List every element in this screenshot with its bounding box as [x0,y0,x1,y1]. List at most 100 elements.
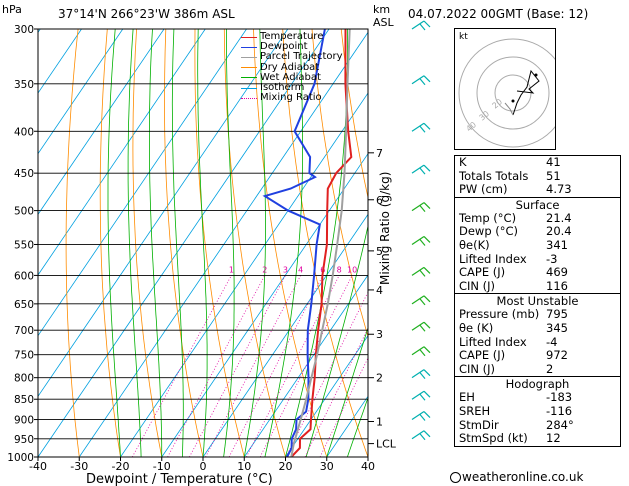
mixing-ratio-line [205,275,302,457]
legend-item: Dewpoint [241,41,343,52]
index-value: 4.73 [546,182,572,197]
hodograph-svg: kt 40 30 20 [458,32,568,148]
index-label: θe (K) [459,320,494,335]
wind-barb [411,295,431,306]
isotherm-line [38,29,165,216]
surface-section-title: Surface [455,196,620,212]
isotherm-line [78,31,368,457]
wind-barb [411,235,431,246]
legend-item: Mixing Ratio [241,92,343,104]
index-row: θe (K) 345 [455,320,620,336]
mixing-ratio-line [319,357,368,457]
mixing-ratio-line [246,275,340,457]
index-label: CIN (J) [459,278,496,293]
index-row: StmDir 284° [455,417,620,433]
y-tick-label: 450 [14,168,34,180]
hodo-ring-middle [476,56,550,130]
index-label: CIN (J) [459,361,496,376]
index-row: Pressure (mb) 795 [455,308,620,322]
index-value: 341 [546,237,568,252]
plot-area: 1 2 3 4 6 8 10 15 20 25 [38,29,368,457]
legend-swatch [241,87,257,89]
km-tick-label: 1 [376,416,383,429]
dry-adiabat-line [194,29,245,457]
index-row: CAPE (J) 972 [455,349,620,363]
hodograph-section-title: Hodograph [455,376,620,391]
index-value: -183 [546,390,573,405]
y-tick-label: 400 [14,126,34,138]
wet-adiabat-line [107,29,121,457]
y-tick-label: 950 [14,434,34,446]
index-value: 972 [546,348,568,363]
wind-barb [411,266,431,277]
y-tick-label: 550 [14,239,34,251]
legend-label: Isotherm [260,81,305,93]
mixing-ratio-line [228,275,324,457]
legend-item: Parcel Trajectory [241,52,343,62]
legend-label: Temperature [260,31,324,42]
x-tick-label: -30 [70,460,88,473]
datetime-label: 04.07.2022 00GMT (Base: 12) [408,7,589,21]
hodo-storm-motion [511,99,515,103]
index-value: 21.4 [546,210,572,225]
y-tick-label: 650 [14,299,34,311]
mixing-ratio-axis-title: Mixing Ratio (g/kg) [378,171,392,285]
wind-barb [411,20,431,31]
legend-label: Mixing Ratio [260,92,322,104]
wind-barb [411,321,431,332]
index-row: PW (cm) 4.73 [455,183,620,197]
y-tick-label: 900 [14,415,34,427]
index-row: Totals Totals 51 [455,168,620,184]
pressure-unit-label: hPa [2,3,22,16]
y-tick-label: 700 [14,325,34,337]
dry-adiabat-line [340,29,368,200]
wind-barb [411,122,431,133]
hodo-trace-upper [504,102,514,116]
index-label: Pressure (mb) [459,307,540,322]
isotherm-line [243,274,368,457]
hodograph-panel: kt 40 30 20 [454,28,568,150]
legend-label: Wet Adiabat [260,71,321,83]
index-value: 345 [546,320,568,335]
mixing-ratio-line [304,327,368,457]
legend-swatch [241,36,257,38]
index-value: -116 [546,403,573,418]
legend-swatch [241,56,257,58]
km-unit-line2: ASL [373,16,394,29]
isotherm-line [38,29,330,457]
wind-barb [411,164,431,175]
index-row: CAPE (J) 469 [455,266,620,280]
index-row: CIN (J) 116 [455,278,620,294]
wind-barb [411,346,431,357]
index-value: 284° [546,417,574,432]
index-row: Lifted Index -4 [455,335,620,350]
km-unit-line1: km [373,3,391,16]
y-tick-label: 350 [14,79,34,91]
index-row: EH -183 [455,391,620,405]
km-tick-label: 7 [376,147,383,160]
index-label: θe(K) [459,237,490,252]
index-value: 51 [546,168,561,183]
x-tick-label: -10 [153,460,171,473]
mixing-ratio-label: 2 [262,265,267,274]
index-label: Temp (°C) [459,210,517,225]
index-label: StmSpd (kt) [459,431,528,446]
hodo-trace [512,69,540,116]
y-tick-label: 600 [14,270,34,282]
isotherm-line [161,152,368,457]
isotherm-line [38,29,289,398]
isotherm-line [285,334,368,457]
index-label: CAPE (J) [459,265,506,280]
index-row: Temp (°C) 21.4 [455,210,620,226]
index-row: θe(K) 341 [455,237,620,253]
wind-barb [411,430,431,441]
index-row: K 41 [455,155,620,170]
index-row: CIN (J) 2 [455,361,620,377]
hodo-point [534,73,538,77]
index-label: StmDir [459,417,499,432]
x-tick-label: -20 [112,460,130,473]
wet-adiabat-line [171,29,184,457]
y-tick-label: 750 [14,350,34,362]
